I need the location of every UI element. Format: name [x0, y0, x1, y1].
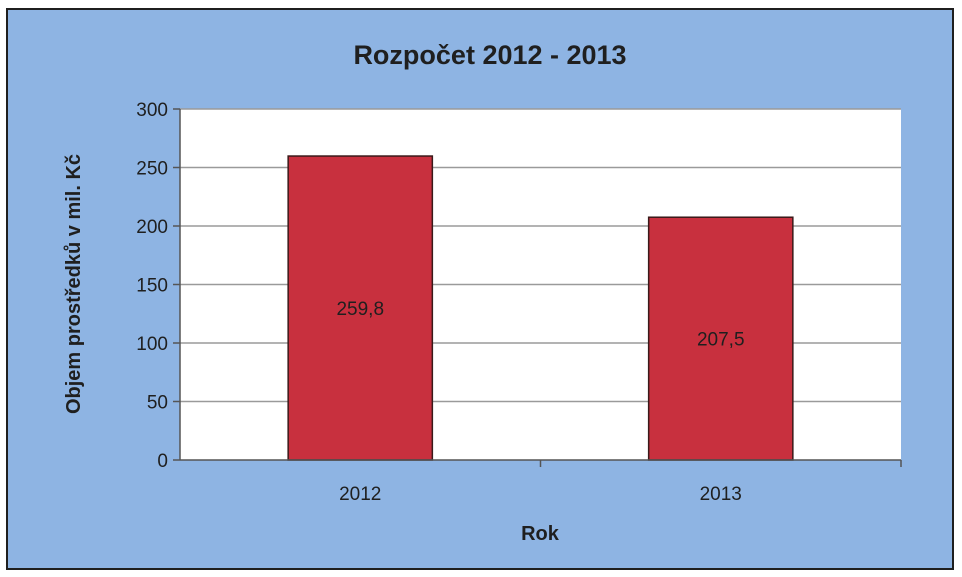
y-tick-label: 200 — [136, 217, 168, 238]
bar-data-label: 259,8 — [336, 299, 384, 320]
x-tick-label: 2013 — [700, 484, 742, 505]
y-tick-label: 250 — [136, 159, 168, 180]
y-axis-label: Objem prostředků v mil. Kč — [63, 154, 85, 414]
labels: 0 50 100 150 200 250 300 259,8 2012 207,5 2013 — [136, 100, 744, 505]
y-tick-label: 150 — [136, 276, 168, 297]
y-tick-label: 300 — [136, 100, 168, 121]
bars — [287, 155, 794, 461]
chart-title: Rozpočet 2012 - 2013 — [353, 40, 626, 70]
y-tick-label: 50 — [147, 393, 168, 414]
y-tick-label: 100 — [136, 334, 168, 355]
x-axis-label: Rok — [521, 523, 560, 545]
axes — [173, 108, 902, 467]
y-tick-label: 0 — [157, 451, 168, 472]
x-tick-label: 2012 — [339, 484, 381, 505]
bar-data-label: 207,5 — [697, 330, 745, 351]
